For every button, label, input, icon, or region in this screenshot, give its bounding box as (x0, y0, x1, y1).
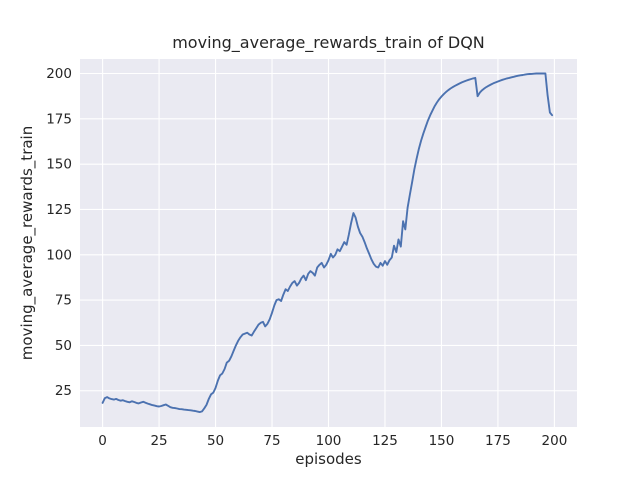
x-tick-label: 25 (150, 433, 167, 449)
y-tick-label: 25 (55, 383, 72, 399)
y-tick-label: 200 (46, 66, 72, 82)
y-tick-label: 125 (46, 202, 72, 218)
x-tick-label: 125 (372, 433, 398, 449)
y-tick-label: 100 (46, 247, 72, 263)
y-tick-label: 75 (55, 293, 72, 309)
x-tick-label: 100 (316, 433, 342, 449)
y-tick-label: 50 (55, 338, 72, 354)
x-tick-label: 50 (207, 433, 224, 449)
x-tick-label: 75 (263, 433, 280, 449)
x-axis-label: episodes (295, 450, 362, 468)
x-tick-label: 0 (98, 433, 107, 449)
x-tick-label: 175 (485, 433, 511, 449)
chart-title: moving_average_rewards_train of DQN (172, 33, 485, 52)
series-line-dqn (101, 72, 554, 414)
y-tick-label: 175 (46, 111, 72, 127)
y-tick-label: 150 (46, 157, 72, 173)
x-tick-label: 150 (429, 433, 455, 449)
x-tick-label: 200 (542, 433, 568, 449)
y-axis-label: moving_average_rewards_train (18, 125, 36, 361)
